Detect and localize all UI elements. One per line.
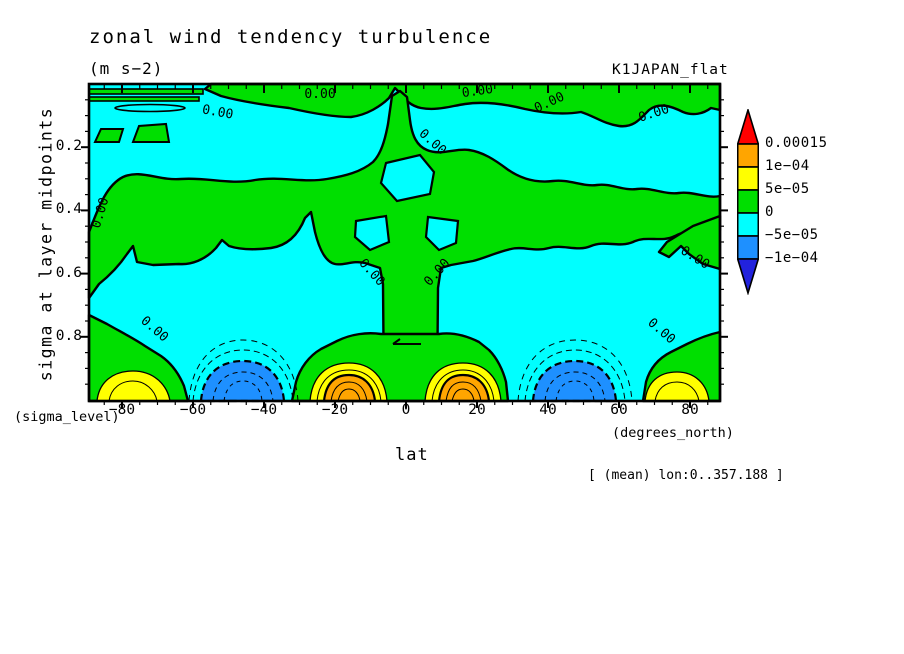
x-tick-label: 80 — [681, 402, 699, 418]
cyan-hole — [379, 153, 436, 203]
x-tick-label: −20 — [321, 402, 349, 418]
colorbar-band — [737, 235, 759, 260]
yellow-cell — [96, 370, 171, 402]
green-stripe — [88, 88, 204, 95]
y-tick-label: 0.4 — [55, 201, 82, 218]
x-tick-label: −60 — [179, 402, 207, 418]
green-blob — [131, 122, 171, 143]
contour-ring — [431, 369, 495, 402]
colorbar-under-arrow — [737, 258, 759, 295]
orange-cell — [322, 373, 377, 403]
colorbar-band — [737, 166, 759, 191]
dashed-ring — [544, 371, 606, 402]
chart-units-label: (m s−2) — [89, 59, 164, 78]
green-band-top — [203, 82, 722, 128]
contour-ring — [316, 369, 382, 402]
dashed-ring — [555, 380, 595, 402]
colorbar-tick-label: 5e−05 — [765, 181, 810, 197]
x-tick-label: −80 — [108, 402, 136, 418]
x-axis-label: lat — [395, 445, 429, 465]
cyan-hole — [353, 214, 391, 252]
contour-field — [87, 82, 722, 403]
dataset-label: K1JAPAN_flat — [612, 62, 729, 78]
colorbar-band — [737, 212, 759, 237]
contour-ring — [337, 388, 361, 402]
colorbar-band — [737, 143, 759, 168]
x-tick-label: 60 — [610, 402, 628, 418]
colorbar-tick-label: −1e−04 — [765, 250, 819, 266]
y-tick-label: 0.2 — [55, 138, 82, 155]
x-tick-label: 20 — [468, 402, 486, 418]
contour-ring — [654, 381, 700, 402]
green-blob — [93, 128, 125, 143]
dashed-ring — [212, 371, 274, 402]
colorbar-band — [737, 189, 759, 214]
cyan-hole — [424, 215, 460, 252]
green-band-middle — [87, 89, 722, 403]
colorbar-tick-label: 0.00015 — [765, 135, 828, 151]
plot-border — [87, 82, 722, 403]
dashed-ring — [517, 339, 633, 402]
contour-plot: 0.00 0.00 0.000.000.000.000.00 0.00 0.000.00… — [81, 82, 728, 408]
colorbar-tick-label: 1e−04 — [765, 158, 810, 174]
chart-title: zonal wind tendency turbulence — [89, 26, 493, 48]
green-stripe — [88, 96, 200, 102]
y-tick-label: 0.6 — [55, 264, 82, 281]
green-wedge-right — [657, 214, 722, 271]
x-tick-label: 0 — [401, 402, 411, 418]
colorbar-tick-label: −5e−05 — [765, 227, 819, 243]
dashed-ring — [188, 339, 299, 402]
colorbar-over-arrow — [737, 109, 759, 145]
colorbar-tick-label: 0 — [765, 204, 774, 220]
contour-ring — [330, 381, 368, 402]
x-tick-label: −40 — [250, 402, 278, 418]
zero-contour-label: 0.00 — [201, 102, 234, 122]
zero-contour-label: 0.00 — [304, 87, 335, 102]
dashed-ring — [192, 349, 294, 402]
dashed-ring — [223, 380, 263, 402]
y-tick-label: 0.8 — [55, 327, 82, 344]
contour-ring — [451, 388, 475, 402]
x-axis-unit-label: (degrees_north) — [612, 425, 734, 441]
blue-cell — [199, 359, 286, 403]
y-axis-unit-label: (sigma_level) — [14, 409, 120, 425]
colorbar-bands — [737, 143, 759, 260]
dashed-ring — [524, 349, 626, 402]
mean-annotation: [ (mean) lon:0..357.188 ] — [588, 468, 784, 483]
blue-cell — [531, 359, 618, 403]
contour-ring — [108, 380, 158, 402]
colorbar — [737, 109, 759, 295]
cyan-sliver-contour — [114, 103, 186, 113]
orange-cell — [437, 373, 491, 403]
contour-ring — [445, 381, 482, 402]
yellow-cell — [644, 371, 710, 402]
x-tick-label: 40 — [539, 402, 557, 418]
zero-contour-dash — [392, 338, 421, 345]
